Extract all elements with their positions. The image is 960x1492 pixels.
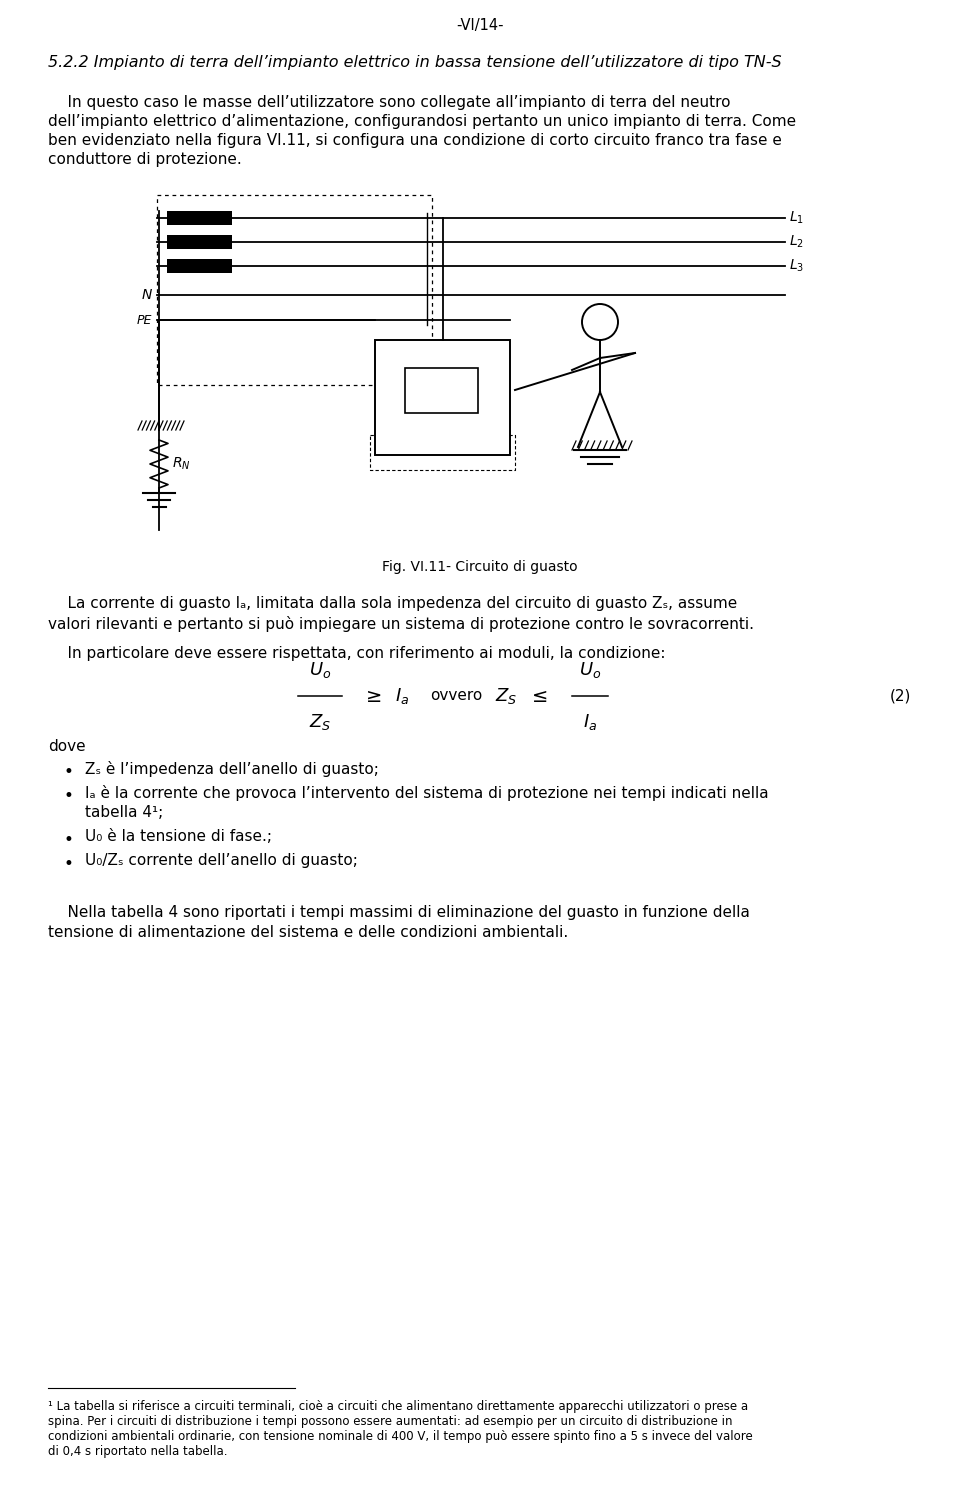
Text: U₀ è la tensione di fase.;: U₀ è la tensione di fase.;	[85, 830, 272, 844]
Text: (2): (2)	[890, 688, 911, 704]
Text: conduttore di protezione.: conduttore di protezione.	[48, 152, 242, 167]
Text: $Z_S$: $Z_S$	[309, 712, 331, 733]
Text: PE: PE	[136, 313, 152, 327]
Text: dell’impianto elettrico d’alimentazione, configurandosi pertanto un unico impian: dell’impianto elettrico d’alimentazione,…	[48, 113, 796, 128]
Bar	[167, 210, 232, 225]
Bar	[375, 340, 510, 455]
Text: $\leq$: $\leq$	[528, 686, 548, 706]
Text: •: •	[63, 762, 73, 780]
Text: condizioni ambientali ordinarie, con tensione nominale di 400 V, il tempo può es: condizioni ambientali ordinarie, con ten…	[48, 1429, 753, 1443]
Text: •: •	[63, 831, 73, 849]
Text: tabella 4¹;: tabella 4¹;	[85, 806, 163, 821]
Text: $U_o$: $U_o$	[309, 659, 331, 680]
Text: In particolare deve essere rispettata, con riferimento ai moduli, la condizione:: In particolare deve essere rispettata, c…	[48, 646, 665, 661]
Text: In questo caso le masse dell’utilizzatore sono collegate all’impianto di terra d: In questo caso le masse dell’utilizzator…	[48, 95, 731, 110]
Text: $I_a$: $I_a$	[583, 712, 597, 733]
Text: U₀/Zₛ corrente dell’anello di guasto;: U₀/Zₛ corrente dell’anello di guasto;	[85, 853, 358, 868]
Text: valori rilevanti e pertanto si può impiegare un sistema di protezione contro le : valori rilevanti e pertanto si può impie…	[48, 616, 754, 633]
Text: tensione di alimentazione del sistema e delle condizioni ambientali.: tensione di alimentazione del sistema e …	[48, 925, 568, 940]
Text: $L_1$: $L_1$	[789, 210, 804, 227]
Text: Zₛ è l’impedenza dell’anello di guasto;: Zₛ è l’impedenza dell’anello di guasto;	[85, 761, 379, 777]
Text: $L_2$: $L_2$	[789, 234, 804, 251]
Text: N: N	[142, 288, 152, 301]
Text: $I_a$: $I_a$	[395, 686, 409, 706]
Text: Fig. VI.11- Circuito di guasto: Fig. VI.11- Circuito di guasto	[382, 560, 578, 574]
Text: $U_o$: $U_o$	[579, 659, 601, 680]
Text: spina. Per i circuiti di distribuzione i tempi possono essere aumentati: ad esem: spina. Per i circuiti di distribuzione i…	[48, 1414, 732, 1428]
Bar	[167, 236, 232, 249]
Text: ¹ La tabella si riferisce a circuiti terminali, cioè a circuiti che alimentano d: ¹ La tabella si riferisce a circuiti ter…	[48, 1399, 748, 1413]
Text: $\geq$: $\geq$	[362, 686, 382, 706]
Text: Nella tabella 4 sono riportati i tempi massimi di eliminazione del guasto in fun: Nella tabella 4 sono riportati i tempi m…	[48, 906, 750, 921]
Text: ben evidenziato nella figura VI.11, si configura una condizione di corto circuit: ben evidenziato nella figura VI.11, si c…	[48, 133, 781, 148]
Text: dove: dove	[48, 739, 85, 753]
Text: di 0,4 s riportato nella tabella.: di 0,4 s riportato nella tabella.	[48, 1444, 228, 1458]
Text: -VI/14-: -VI/14-	[456, 18, 504, 33]
Text: $Z_S$: $Z_S$	[495, 686, 517, 706]
Text: •: •	[63, 855, 73, 873]
Text: La corrente di guasto Iₐ, limitata dalla sola impedenza del circuito di guasto Z: La corrente di guasto Iₐ, limitata dalla…	[48, 595, 737, 612]
Bar	[167, 260, 232, 273]
Text: 5.2.2 Impianto di terra dell’impianto elettrico in bassa tensione dell’utilizzat: 5.2.2 Impianto di terra dell’impianto el…	[48, 55, 781, 70]
Text: ovvero: ovvero	[430, 688, 482, 704]
Text: $L_3$: $L_3$	[789, 258, 804, 275]
Text: •: •	[63, 786, 73, 806]
Text: Iₐ è la corrente che provoca l’intervento del sistema di protezione nei tempi in: Iₐ è la corrente che provoca l’intervent…	[85, 785, 769, 801]
Text: $R_N$: $R_N$	[172, 455, 191, 471]
Bar	[405, 369, 478, 413]
